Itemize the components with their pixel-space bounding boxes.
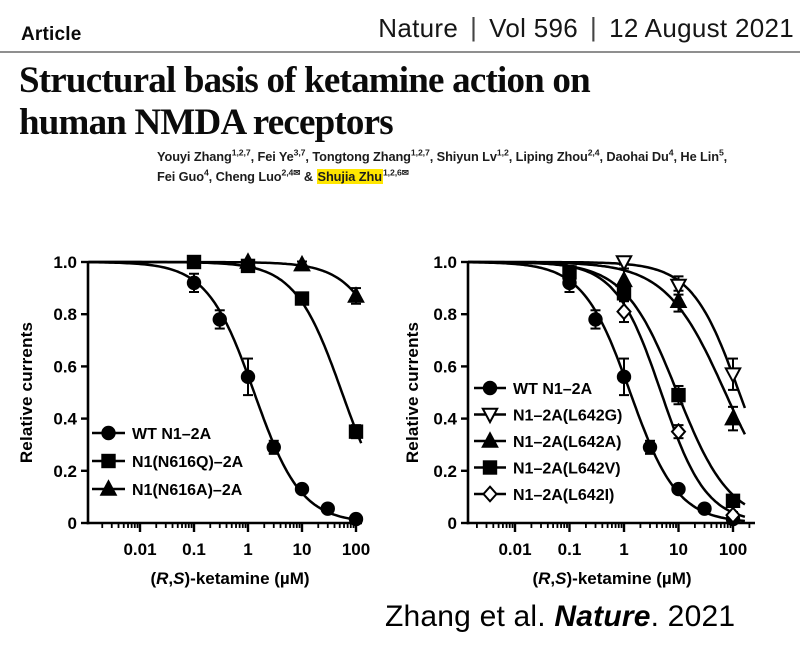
journal-volume: Vol 596 (489, 13, 579, 43)
svg-text:0.8: 0.8 (53, 305, 77, 324)
author-affiliation-superscript: 2,4✉ (281, 167, 301, 178)
svg-text:0.1: 0.1 (558, 540, 582, 559)
svg-text:0.6: 0.6 (433, 357, 457, 376)
svg-text:100: 100 (719, 540, 747, 559)
dose-response-chart-left: 0 0.2 0.4 0.6 0.8 1.0 0.01 0.1 1 10 100 (R,S)-ketam… (17, 252, 370, 588)
svg-text:1: 1 (619, 540, 628, 559)
svg-text:0.4: 0.4 (53, 410, 77, 429)
svg-text:0.8: 0.8 (433, 305, 457, 324)
curve-WT N1–2A (468, 261, 746, 523)
legend-label: WT N1–2A (132, 426, 212, 443)
series-N1(N616Q)–2A (186, 254, 364, 439)
svg-text:0.6: 0.6 (53, 357, 77, 376)
author-name: & (300, 169, 317, 184)
curve-N1–2A(L642I) (467, 260, 746, 518)
legend-label: N1–2A(L642G) (513, 407, 622, 424)
author-line: Fei Guo4, Cheng Luo2,4✉ & Shujia Zhu1,2,… (157, 167, 797, 187)
author-name: , Liping Zhou (508, 149, 588, 164)
citation-year: . 2021 (650, 600, 736, 633)
legend-label: N1–2A(L642I) (513, 487, 614, 504)
svg-text:0: 0 (68, 514, 77, 533)
series-WT N1–2A (562, 275, 741, 527)
axes: 0 0.2 0.4 0.6 0.8 1.0 0.01 0.1 1 10 100 (53, 253, 370, 559)
author-affiliation-superscript: 4 (668, 147, 674, 158)
author-affiliation-superscript: 1,2,7 (410, 147, 430, 158)
svg-text:0: 0 (448, 514, 457, 533)
separator: | (470, 12, 478, 42)
svg-text:0.01: 0.01 (123, 540, 156, 559)
author-name: Fei Guo (157, 169, 204, 184)
legend: WT N1–2A N1(N616Q)–2A N1(N616A)–2A (92, 426, 244, 499)
curves (467, 260, 747, 523)
legend-label: N1(N616A)–2A (132, 482, 243, 499)
curve-N1(N616Q)–2A (88, 260, 363, 444)
dose-response-chart-right: 0 0.2 0.4 0.6 0.8 1.0 0.01 0.1 1 10 100 (R,S)-ketam… (403, 253, 755, 588)
author-affiliation-superscript: 2,4 (587, 147, 600, 158)
separator: | (590, 12, 598, 42)
y-axis-label: Relative currents (17, 322, 36, 463)
x-axis-label: (R,S)-ketamine (µM) (150, 569, 309, 588)
legend-label: WT N1–2A (513, 381, 593, 398)
author-list: Youyi Zhang1,2,7, Fei Ye3,7, Tongtong Zh… (157, 147, 797, 187)
svg-text:0.2: 0.2 (53, 462, 77, 481)
series-WT N1–2A (186, 275, 364, 527)
author-name: , (723, 149, 728, 164)
paper-title: Structural basis of ketamine action on h… (19, 60, 591, 144)
citation-authors: Zhang et al. (385, 600, 555, 633)
journal-date: 12 August 2021 (609, 13, 794, 43)
series-N1–2A(L642V) (562, 265, 741, 509)
author-affiliation-superscript: 1,2,6✉ (382, 167, 409, 178)
author-affiliation-superscript: 1,2 (496, 147, 509, 158)
article-label: Article (21, 24, 82, 45)
svg-text:1: 1 (243, 540, 252, 559)
author-affiliation-superscript: 4 (203, 167, 209, 178)
citation: Zhang et al. Nature. 2021 (385, 600, 735, 634)
axes: 0 0.2 0.4 0.6 0.8 1.0 0.01 0.1 1 10 100 (433, 253, 755, 559)
legend-label: N1–2A(L642A) (513, 434, 621, 451)
series-N1–2A(L642A) (615, 270, 742, 426)
svg-text:100: 100 (342, 540, 370, 559)
svg-text:10: 10 (669, 540, 688, 559)
author-name: Youyi Zhang (157, 149, 232, 164)
svg-text:1.0: 1.0 (433, 253, 457, 272)
author-name: , Daohai Du (599, 149, 669, 164)
paper-title-line2: human NMDA receptors (19, 102, 394, 143)
paper-title-line1: Structural basis of ketamine action on (19, 60, 591, 101)
series-N1–2A(L642G) (615, 255, 742, 384)
series-N1(N616A)–2A (239, 252, 365, 303)
citation-journal: Nature (554, 600, 651, 633)
svg-text:1.0: 1.0 (53, 253, 77, 272)
author-affiliation-superscript: 3,7 (293, 147, 306, 158)
author-name: , Fei Ye (250, 149, 294, 164)
journal-name: Nature (378, 13, 459, 43)
author-name: , He Lin (673, 149, 720, 164)
y-axis-label: Relative currents (403, 322, 422, 463)
author-name: , Tongtong Zhang (305, 149, 411, 164)
svg-text:0.01: 0.01 (498, 540, 531, 559)
svg-text:0.1: 0.1 (182, 540, 206, 559)
author-affiliation-superscript: 1,2,7 (231, 147, 251, 158)
author-name: , Cheng Luo (208, 169, 282, 184)
legend-label: N1(N616Q)–2A (132, 454, 244, 471)
author-line: Youyi Zhang1,2,7, Fei Ye3,7, Tongtong Zh… (157, 147, 797, 167)
author-name: Shujia Zhu (316, 169, 383, 184)
journal-header: Nature | Vol 596 | 12 August 2021 (378, 12, 794, 44)
author-affiliation-superscript: 5 (718, 147, 724, 158)
series-N1–2A(L642I) (616, 302, 741, 524)
header-rule (0, 51, 800, 53)
legend: WT N1–2A N1–2A(L642G) N1–2A(L642A) N1–2A(L6… (474, 381, 622, 504)
curve-N1(N616A)–2A (88, 260, 363, 303)
svg-text:0.4: 0.4 (433, 410, 457, 429)
svg-text:10: 10 (293, 540, 312, 559)
x-axis-label: (R,S)-ketamine (µM) (532, 569, 691, 588)
author-name: , Shiyun Lv (429, 149, 497, 164)
svg-text:0.2: 0.2 (433, 462, 457, 481)
legend-label: N1–2A(L642V) (513, 460, 621, 477)
